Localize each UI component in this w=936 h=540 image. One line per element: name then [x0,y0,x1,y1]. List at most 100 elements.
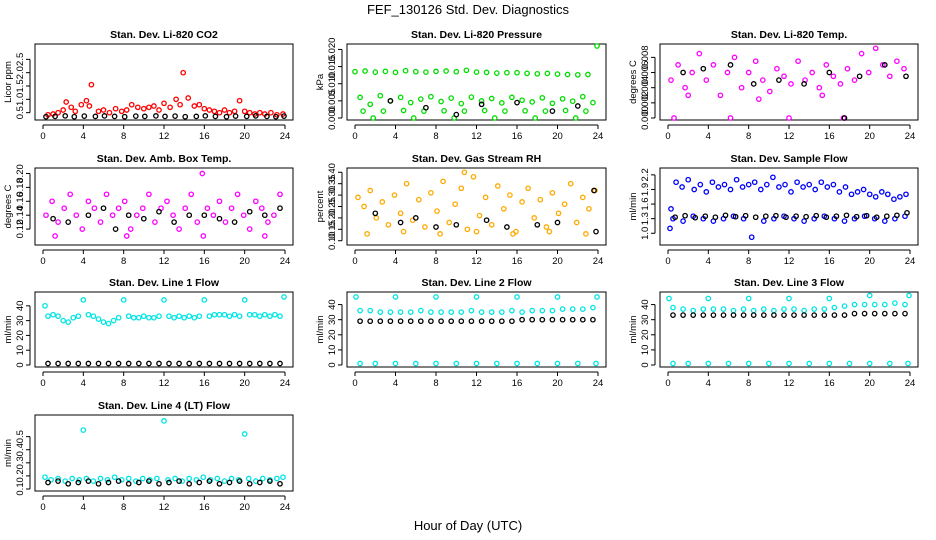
data-point [902,301,908,308]
data-point [200,233,207,239]
data-point [821,306,828,312]
data-point [397,210,404,217]
data-point [415,196,422,203]
data-point [846,360,853,367]
series-2 [357,316,596,325]
data-point [858,50,865,57]
data-point [71,113,78,120]
data-point [473,69,480,75]
data-point [844,65,851,72]
data-point [196,479,203,486]
data-point [42,302,48,309]
data-point [65,360,72,367]
data-point [800,184,806,190]
data-point [256,360,263,367]
data-point [186,212,193,219]
data-point [679,184,685,190]
data-point [72,108,79,115]
x-tick-label: 8 [433,131,438,142]
data-point [794,179,800,186]
data-point [668,206,674,212]
data-point [357,318,363,325]
y-tick-label: 2.5 [15,53,26,66]
data-point [251,311,258,318]
data-point [579,93,586,100]
data-point [537,196,544,203]
data-point [216,215,223,222]
data-point [153,113,159,119]
data-point [141,113,148,120]
data-point [397,219,404,226]
data-point [92,113,99,120]
data-point [201,212,208,219]
data-point [357,94,363,101]
data-point [781,312,787,318]
data-point [514,99,520,106]
data-point [193,113,200,120]
data-point [700,312,707,318]
data-point [458,100,465,107]
series-1 [45,69,286,118]
data-point [162,113,168,120]
x-tick-label: 20 [239,378,250,389]
data-point [685,92,692,99]
data-point [156,208,162,215]
data-point [519,309,525,315]
data-point [745,295,752,302]
x-tick-label: 12 [784,131,795,142]
data-point [43,212,49,219]
y-tick-label: 1.9 [640,183,651,196]
data-point [803,213,809,220]
data-point [65,319,72,325]
data-point [45,479,51,486]
y-tick-label: 10 [15,345,26,356]
data-point [762,213,769,220]
data-point [127,226,134,232]
data-point [705,295,712,302]
x-tick-label: 16 [512,131,523,142]
x-tick-label: 4 [81,131,86,142]
data-point [352,68,358,75]
data-point [564,71,571,78]
y-tick-label: 10 [327,345,338,356]
data-point [407,99,414,106]
data-point [573,219,580,226]
data-point [710,306,717,312]
data-point [579,194,586,201]
data-point [903,73,909,80]
data-point [881,310,888,317]
x-tick-label: 0 [40,256,45,267]
data-point [448,95,455,101]
data-point [524,70,530,77]
data-point [191,103,198,109]
panel-title: Stan. Dev. Line 1 Flow [109,277,220,289]
data-point [819,92,826,99]
data-point [156,480,162,487]
y-tick-label: 0.14 [15,206,26,225]
data-point [367,307,374,314]
data-point [132,113,139,119]
data-point [554,360,561,367]
series-1 [666,292,912,367]
data-point [823,214,830,221]
series-2 [672,209,910,221]
data-point [583,108,589,114]
data-point [206,107,213,113]
x-tick-label: 0 [40,131,45,142]
data-point [692,214,699,221]
x-tick-label: 16 [512,256,523,267]
data-point [123,107,130,113]
data-point [720,312,727,318]
data-point [478,309,485,315]
data-point [851,301,858,308]
data-point [125,212,132,219]
data-point [904,209,910,216]
x-tick-label: 20 [239,502,250,513]
data-point [546,228,553,235]
data-point [151,314,157,321]
y-tick-label: 0 [15,362,26,367]
data-point [504,224,510,230]
data-point [574,103,581,109]
data-point [186,475,193,482]
